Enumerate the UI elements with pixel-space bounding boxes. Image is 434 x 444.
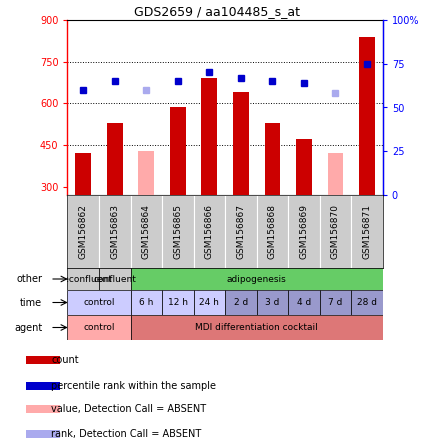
Bar: [193, 195, 225, 268]
Text: GSM156864: GSM156864: [141, 204, 151, 259]
Text: confluent: confluent: [93, 274, 136, 284]
Bar: [130, 315, 382, 340]
Text: rank, Detection Call = ABSENT: rank, Detection Call = ABSENT: [51, 429, 201, 439]
Bar: [256, 195, 288, 268]
Bar: [319, 195, 351, 268]
Text: adipogenesis: adipogenesis: [226, 274, 286, 284]
Text: percentile rank within the sample: percentile rank within the sample: [51, 381, 216, 391]
Text: agent: agent: [14, 322, 42, 333]
Text: MDI differentiation cocktail: MDI differentiation cocktail: [195, 323, 317, 332]
Bar: [99, 268, 130, 290]
Bar: [170, 107, 185, 195]
Bar: [161, 290, 193, 315]
Bar: [26, 356, 60, 365]
Text: GSM156863: GSM156863: [110, 204, 119, 259]
Bar: [287, 290, 319, 315]
Text: other: other: [16, 274, 42, 284]
Text: 2 d: 2 d: [233, 298, 247, 307]
Text: count: count: [51, 355, 79, 365]
Bar: [107, 123, 122, 195]
Text: 4 d: 4 d: [296, 298, 310, 307]
Bar: [130, 195, 162, 268]
Bar: [130, 290, 162, 315]
Text: GSM156862: GSM156862: [79, 204, 88, 259]
Bar: [225, 290, 256, 315]
Text: 6 h: 6 h: [139, 298, 153, 307]
Bar: [138, 151, 154, 195]
Bar: [327, 153, 342, 195]
Bar: [296, 139, 311, 195]
Text: time: time: [20, 297, 42, 308]
Bar: [358, 37, 374, 195]
Text: GDS2659 / aa104485_s_at: GDS2659 / aa104485_s_at: [134, 5, 300, 18]
Bar: [225, 195, 256, 268]
Text: 28 d: 28 d: [356, 298, 376, 307]
Text: GSM156869: GSM156869: [299, 204, 308, 259]
Bar: [26, 382, 60, 390]
Bar: [26, 430, 60, 438]
Bar: [351, 290, 382, 315]
Text: GSM156870: GSM156870: [330, 204, 339, 259]
Bar: [288, 195, 319, 268]
Text: GSM156866: GSM156866: [204, 204, 214, 259]
Bar: [99, 195, 130, 268]
Text: 3 d: 3 d: [265, 298, 279, 307]
Bar: [256, 290, 288, 315]
Text: 24 h: 24 h: [199, 298, 219, 307]
Bar: [233, 92, 248, 195]
Text: preconfluent: preconfluent: [54, 274, 112, 284]
Bar: [67, 290, 130, 315]
Text: GSM156865: GSM156865: [173, 204, 182, 259]
Text: 7 d: 7 d: [328, 298, 342, 307]
Bar: [67, 315, 130, 340]
Text: GSM156871: GSM156871: [362, 204, 371, 259]
Text: control: control: [83, 298, 115, 307]
Bar: [193, 290, 225, 315]
Bar: [264, 123, 279, 195]
Bar: [75, 153, 91, 195]
Bar: [67, 268, 99, 290]
Text: GSM156868: GSM156868: [267, 204, 276, 259]
Bar: [351, 195, 382, 268]
Text: GSM156867: GSM156867: [236, 204, 245, 259]
Text: control: control: [83, 323, 115, 332]
Bar: [130, 268, 382, 290]
Text: value, Detection Call = ABSENT: value, Detection Call = ABSENT: [51, 404, 206, 414]
Bar: [319, 290, 351, 315]
Text: 12 h: 12 h: [168, 298, 187, 307]
Bar: [67, 195, 99, 268]
Bar: [26, 405, 60, 413]
Bar: [201, 78, 217, 195]
Bar: [161, 195, 193, 268]
